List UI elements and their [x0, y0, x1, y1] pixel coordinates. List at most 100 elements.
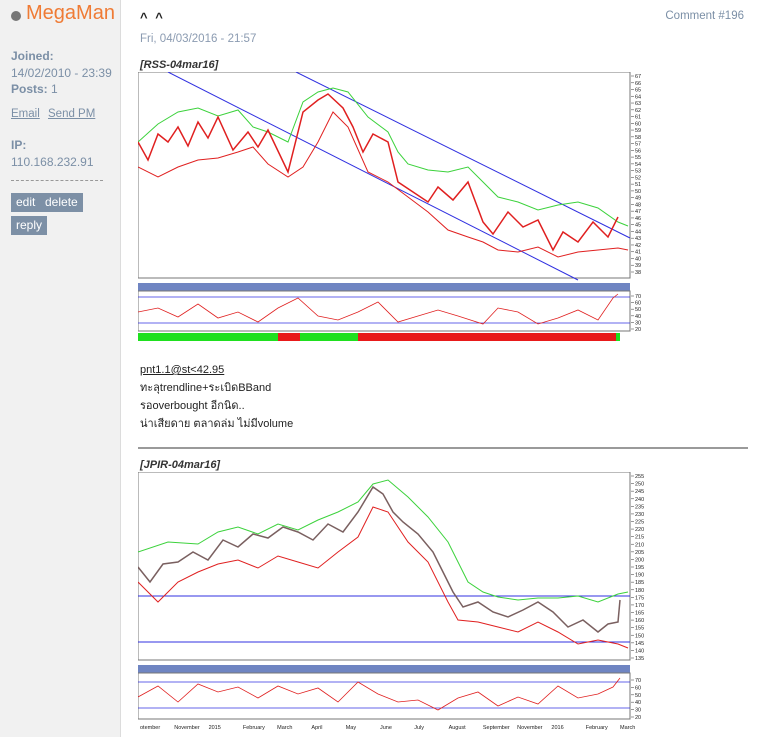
- posts-value: 1: [51, 82, 58, 96]
- x-tick-label: February: [586, 725, 608, 731]
- y-tick-label: 20: [635, 327, 641, 333]
- y-tick-label: 255: [635, 474, 644, 480]
- y-tick-label: 63: [635, 101, 641, 107]
- rss-chart: 6766656463626160595857565554535251504948…: [138, 72, 658, 342]
- y-tick-label: 230: [635, 512, 644, 518]
- comment-number-link[interactable]: Comment #196: [665, 10, 744, 22]
- y-tick-label: 205: [635, 550, 644, 556]
- y-tick-label: 39: [635, 263, 641, 269]
- y-tick-label: 42: [635, 243, 641, 249]
- username[interactable]: MegaMan: [26, 2, 115, 24]
- sidebar-separator: [11, 180, 103, 181]
- y-tick-label: 240: [635, 497, 644, 503]
- x-tick-label: November: [174, 725, 200, 731]
- chart1-title: [RSS-04mar16]: [140, 59, 219, 71]
- post-line-3: รอoverbought อีกนิด..: [140, 400, 245, 412]
- y-tick-label: 135: [635, 656, 644, 662]
- x-tick-label: June: [380, 725, 392, 731]
- section-divider: [138, 447, 748, 449]
- email-link[interactable]: Email: [11, 108, 40, 120]
- y-tick-label: 50: [635, 307, 641, 313]
- y-tick-label: 52: [635, 175, 641, 181]
- y-tick-label: 155: [635, 626, 644, 632]
- x-tick-label: May: [346, 725, 357, 731]
- ip-label: IP:: [11, 138, 27, 152]
- reply-button[interactable]: reply: [11, 216, 48, 235]
- post-body: pnt1.1@st<42.95 ทะลุtrendline+ระเบิดBBan…: [140, 361, 293, 433]
- indicator-header: [138, 283, 630, 291]
- edit-button[interactable]: edit: [11, 193, 41, 212]
- lower-trend-line: [167, 72, 579, 281]
- y-tick-label: 50: [635, 693, 641, 699]
- post-date: Fri, 04/03/2016 - 21:57: [140, 33, 257, 45]
- y-tick-label: 140: [635, 648, 644, 654]
- y-tick-label: 59: [635, 128, 641, 134]
- indicator-header: [138, 665, 630, 673]
- y-tick-label: 48: [635, 202, 641, 208]
- y-tick-label: 165: [635, 611, 644, 617]
- x-tick-label: 2015: [209, 725, 221, 731]
- upper-trend-line: [295, 72, 631, 239]
- signal-bar-red-2: [358, 333, 616, 341]
- y-tick-label: 150: [635, 633, 644, 639]
- y-tick-label: 60: [635, 121, 641, 127]
- y-tick-label: 20: [635, 715, 641, 721]
- y-tick-label: 49: [635, 196, 641, 202]
- rsi-line: [138, 293, 619, 325]
- x-tick-label: February: [243, 725, 265, 731]
- y-tick-label: 180: [635, 588, 644, 594]
- y-tick-label: 65: [635, 88, 641, 94]
- y-tick-label: 170: [635, 603, 644, 609]
- price-series: [138, 93, 619, 252]
- x-tick-label: April: [311, 725, 322, 731]
- signal-bar-red-1: [278, 333, 300, 341]
- y-tick-label: 41: [635, 250, 641, 256]
- y-tick-label: 45: [635, 223, 641, 229]
- x-tick-label: otember: [140, 725, 160, 731]
- y-tick-label: 40: [635, 256, 641, 262]
- user-sidebar: [0, 0, 120, 737]
- x-tick-label: March: [620, 725, 635, 731]
- signal-bar-green-1: [138, 333, 278, 341]
- x-tick-label: November: [517, 725, 543, 731]
- chart2-title: [JPIR-04mar16]: [140, 459, 221, 471]
- y-tick-label: 46: [635, 216, 641, 222]
- y-tick-label: 43: [635, 236, 641, 242]
- y-tick-label: 185: [635, 580, 644, 586]
- y-tick-label: 225: [635, 520, 644, 526]
- posts-label: Posts:: [11, 82, 48, 96]
- y-tick-label: 38: [635, 270, 641, 276]
- y-tick-label: 190: [635, 573, 644, 579]
- y-tick-label: 30: [635, 708, 641, 714]
- lower-bollinger-band: [138, 111, 629, 258]
- y-tick-label: 30: [635, 320, 641, 326]
- y-tick-label: 60: [635, 301, 641, 307]
- send-pm-link[interactable]: Send PM: [48, 108, 96, 120]
- y-tick-label: 220: [635, 527, 644, 533]
- online-status-icon: [11, 11, 21, 21]
- post-line-1[interactable]: pnt1.1@st<42.95: [140, 364, 225, 376]
- delete-button[interactable]: delete: [40, 193, 83, 212]
- x-tick-label: July: [414, 725, 424, 731]
- post-line-2: ทะลุtrendline+ระเบิดBBand: [140, 382, 272, 394]
- x-tick-label: 2016: [551, 725, 563, 731]
- upper-bollinger-band: [138, 87, 629, 227]
- y-tick-label: 55: [635, 155, 641, 161]
- y-tick-label: 51: [635, 182, 641, 188]
- y-tick-label: 195: [635, 565, 644, 571]
- y-tick-label: 40: [635, 700, 641, 706]
- rsi-line: [138, 677, 621, 711]
- y-tick-label: 53: [635, 169, 641, 175]
- x-tick-label: March: [277, 725, 292, 731]
- y-tick-label: 57: [635, 142, 641, 148]
- signal-bar-green-3: [616, 333, 620, 341]
- upper-bollinger-band: [138, 479, 629, 603]
- y-tick-label: 200: [635, 557, 644, 563]
- posts-row: Posts: 1: [11, 82, 58, 96]
- ip-value: 110.168.232.91: [11, 155, 94, 169]
- y-tick-label: 235: [635, 504, 644, 510]
- y-tick-label: 54: [635, 162, 641, 168]
- y-tick-label: 160: [635, 618, 644, 624]
- y-tick-label: 70: [635, 678, 641, 684]
